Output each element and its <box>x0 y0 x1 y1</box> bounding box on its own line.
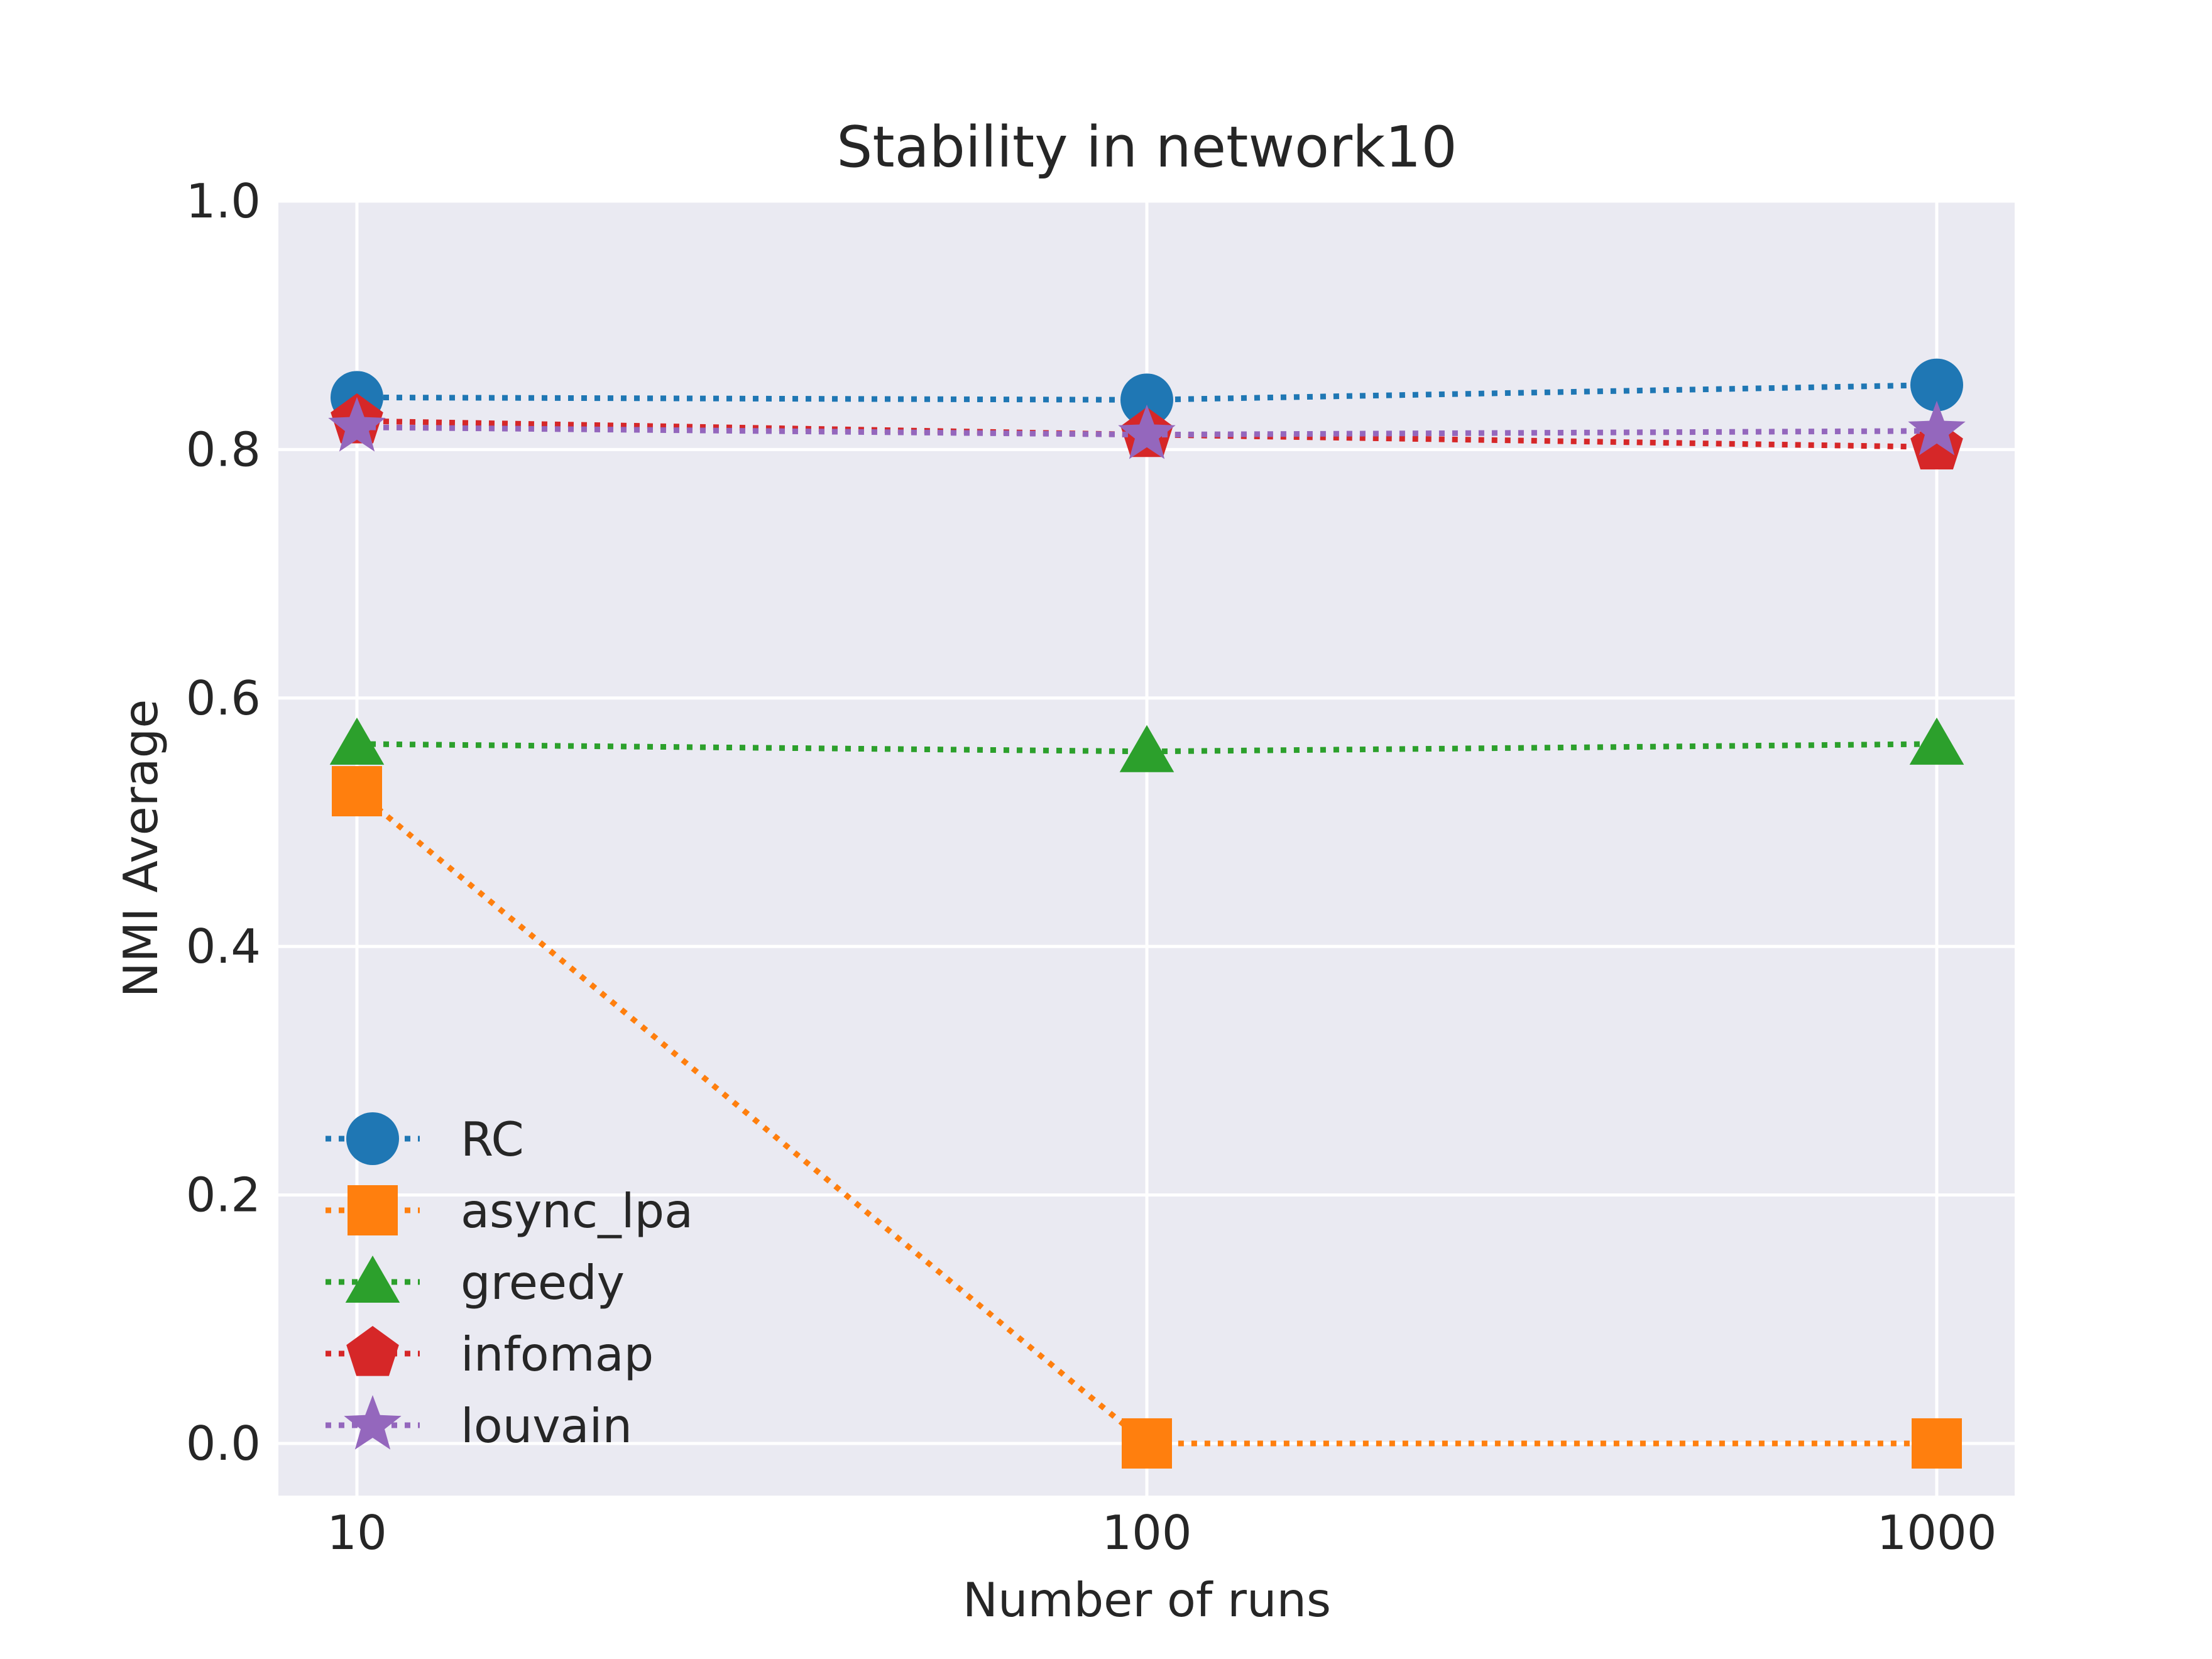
legend-marker-circle <box>346 1112 399 1165</box>
legend-entry: async_lpa <box>326 1183 693 1239</box>
data-point-triangle <box>1119 725 1174 772</box>
data-point-star <box>1118 404 1176 459</box>
y-tick-label: 0.6 <box>186 671 261 726</box>
legend-entry: infomap <box>326 1326 654 1382</box>
y-tick-label: 0.4 <box>186 919 261 974</box>
data-point-circle <box>1910 358 1963 412</box>
x-axis-label: Number of runs <box>963 1572 1331 1628</box>
y-axis-label: NMI Average <box>113 699 168 998</box>
x-tick-label: 10 <box>327 1505 386 1560</box>
y-tick-label: 0.2 <box>186 1168 261 1223</box>
data-point-star <box>328 397 386 452</box>
x-tick-label: 1000 <box>1877 1505 1997 1560</box>
legend-entry: louvain <box>326 1395 632 1454</box>
legend-label: infomap <box>461 1327 654 1382</box>
y-tick-label: 1.0 <box>186 173 261 229</box>
series-louvain <box>328 397 1966 459</box>
legend-marker-square <box>348 1185 398 1235</box>
legend-marker-star <box>344 1395 402 1450</box>
legend-label: async_lpa <box>461 1183 693 1239</box>
y-tick-label: 0.0 <box>186 1416 261 1471</box>
series-layer <box>328 358 1966 1469</box>
data-point-square <box>332 766 382 817</box>
series-async-lpa <box>332 766 1962 1469</box>
data-point-triangle <box>329 717 385 765</box>
legend-label: louvain <box>461 1398 632 1454</box>
data-point-triangle <box>1909 717 1964 765</box>
data-point-square <box>1912 1418 1962 1469</box>
legend-marker-triangle <box>345 1256 400 1303</box>
legend-entry: greedy <box>326 1255 625 1310</box>
series-greedy <box>329 717 1964 772</box>
legend-entry: RC <box>326 1112 524 1167</box>
data-point-star <box>1908 400 1966 456</box>
legend-label: greedy <box>461 1255 625 1310</box>
data-point-square <box>1122 1418 1172 1469</box>
legend-marker-pentagon <box>346 1326 399 1376</box>
ticks: 0.0 0.2 0.4 0.6 0.8 1.0 10 100 1000 <box>186 173 1997 1560</box>
y-tick-label: 0.8 <box>186 422 261 477</box>
legend-label: RC <box>461 1112 524 1167</box>
data-point-circle <box>1120 373 1173 427</box>
chart-title: Stability in network10 <box>836 114 1457 180</box>
x-tick-label: 100 <box>1102 1505 1191 1560</box>
